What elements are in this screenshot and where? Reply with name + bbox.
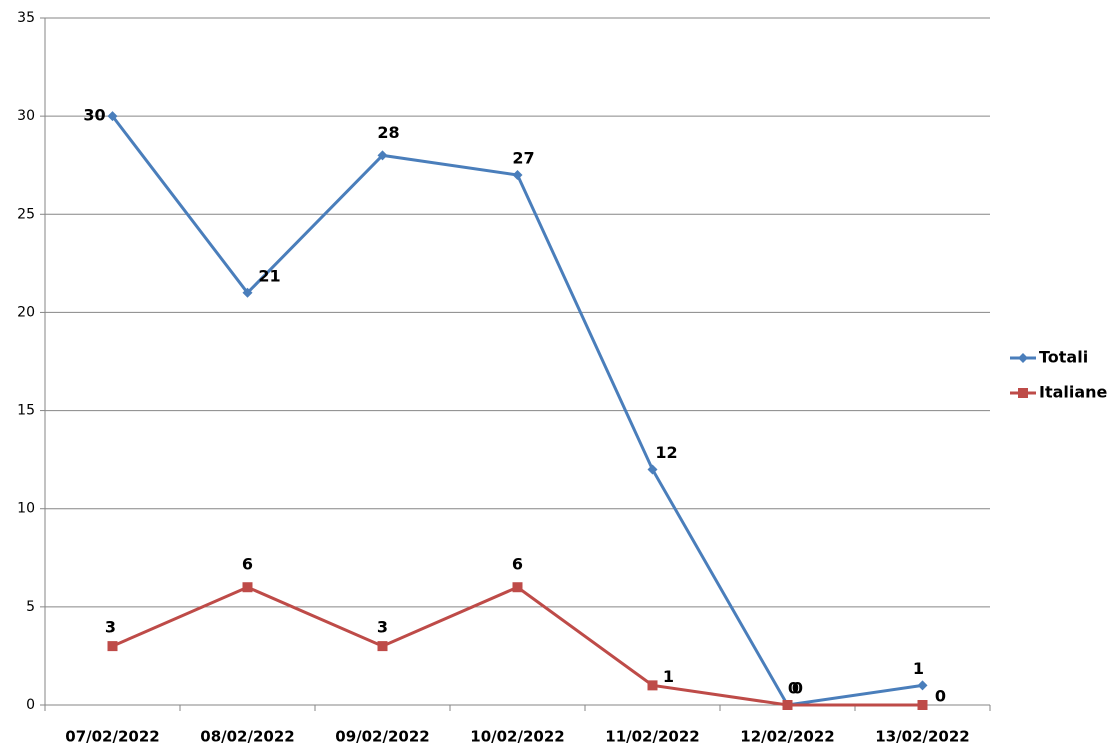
marker bbox=[917, 680, 928, 691]
y-tick-label: 15 bbox=[17, 403, 35, 419]
legend-label: Totali bbox=[1039, 348, 1088, 367]
x-tick-label: 07/02/2022 bbox=[65, 728, 159, 746]
marker bbox=[107, 641, 118, 652]
data-label: 27 bbox=[512, 149, 534, 168]
x-tick-label: 10/02/2022 bbox=[470, 728, 564, 746]
data-label: 6 bbox=[512, 555, 523, 574]
data-label: 6 bbox=[242, 555, 253, 574]
marker bbox=[377, 150, 388, 161]
marker bbox=[512, 170, 523, 181]
data-label: 3 bbox=[377, 618, 388, 637]
data-label: 21 bbox=[258, 266, 280, 285]
data-label: 1 bbox=[913, 659, 924, 678]
marker bbox=[647, 464, 658, 475]
data-label: 0 bbox=[935, 687, 946, 706]
marker bbox=[242, 582, 253, 593]
y-tick-label: 25 bbox=[17, 206, 35, 222]
marker bbox=[107, 111, 118, 122]
data-label: 28 bbox=[377, 123, 399, 142]
data-label: 30 bbox=[83, 106, 105, 125]
y-tick-label: 20 bbox=[17, 304, 35, 320]
legend-label: Italiane bbox=[1039, 383, 1108, 402]
y-tick-label: 5 bbox=[26, 599, 35, 615]
marker bbox=[1018, 353, 1028, 363]
marker bbox=[917, 700, 928, 710]
marker bbox=[512, 582, 523, 593]
marker bbox=[1018, 388, 1028, 398]
data-label: 1 bbox=[663, 667, 674, 686]
x-tick-label: 12/02/2022 bbox=[740, 728, 834, 746]
marker bbox=[242, 287, 253, 298]
x-tick-label: 13/02/2022 bbox=[875, 728, 969, 746]
x-tick-label: 09/02/2022 bbox=[335, 728, 429, 746]
y-tick-label: 35 bbox=[17, 10, 35, 26]
marker bbox=[377, 641, 388, 652]
marker bbox=[782, 700, 793, 710]
data-label: 0 bbox=[788, 679, 799, 698]
marker bbox=[647, 680, 658, 691]
y-tick-label: 30 bbox=[17, 108, 35, 124]
data-label: 0 bbox=[792, 679, 803, 698]
data-label: 3 bbox=[105, 618, 116, 637]
y-tick-label: 0 bbox=[26, 697, 35, 713]
y-tick-label: 10 bbox=[17, 501, 35, 517]
data-label: 12 bbox=[655, 443, 677, 462]
x-tick-label: 11/02/2022 bbox=[605, 728, 699, 746]
x-tick-label: 08/02/2022 bbox=[200, 728, 294, 746]
